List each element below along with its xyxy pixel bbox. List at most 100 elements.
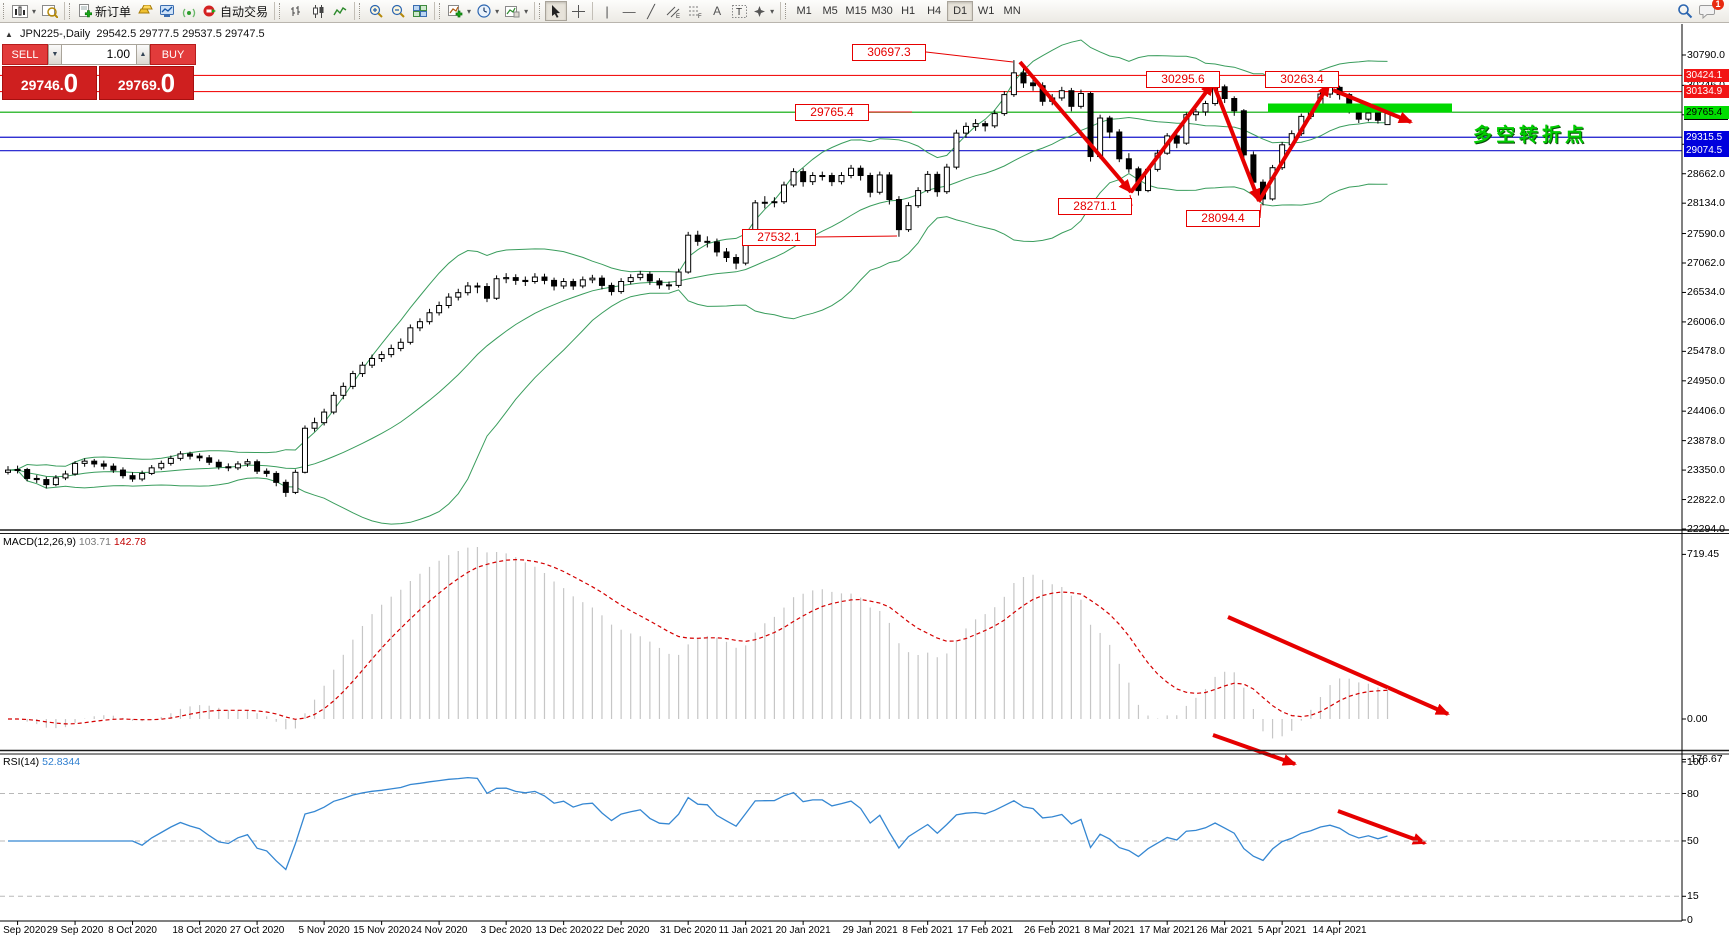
fibonacci-icon: F [688, 6, 702, 18]
chevron-down-icon: ▾ [524, 6, 529, 16]
candle-body [388, 347, 395, 356]
candle-body [905, 205, 912, 231]
candle-body [1221, 86, 1228, 100]
candle-body [598, 277, 605, 286]
timeframe-button-m1[interactable]: M1 [791, 1, 817, 21]
candle-body [445, 296, 452, 307]
candle-body [340, 385, 347, 396]
buy-price-box[interactable]: 29769. 0 [99, 66, 194, 100]
text-label-tool-button[interactable]: T [728, 1, 750, 21]
buy-button[interactable]: BUY [150, 44, 196, 65]
candle-body [215, 461, 222, 468]
deposit-button[interactable] [134, 1, 156, 21]
toolbar-grip [785, 3, 788, 19]
candle-body [378, 354, 385, 360]
indicators-button[interactable]: ▾ [445, 1, 474, 21]
new-order-button[interactable]: 新订单 [75, 1, 134, 21]
fibonacci-tool-button[interactable]: F [684, 1, 706, 21]
line-chart-button[interactable] [329, 1, 351, 21]
timeframe-button-h1[interactable]: H1 [895, 1, 921, 21]
candle-body [560, 281, 567, 287]
zoom-in-button[interactable] [365, 1, 387, 21]
candle-body [52, 477, 59, 486]
crosshair-tool-button[interactable] [567, 1, 589, 21]
candle-body [761, 201, 768, 204]
candle-body [1001, 94, 1008, 115]
new-order-icon [79, 4, 92, 18]
chart-window-button[interactable]: ▾ [9, 1, 39, 21]
trend-arrow [1337, 809, 1427, 845]
candle-body [1030, 82, 1037, 87]
candle-body [311, 422, 318, 429]
signals-button[interactable] [178, 1, 200, 21]
bar-chart-button[interactable] [285, 1, 307, 21]
channel-tool-button[interactable]: E [662, 1, 684, 21]
toolbar-separator [592, 2, 594, 20]
one-click-top-row: SELL ▼ 1.00 ▲ BUY [2, 44, 196, 65]
profiles-button[interactable] [39, 1, 61, 21]
candle-body [1240, 110, 1247, 156]
one-click-price-row: 29746. 0 29769. 0 [2, 66, 196, 100]
tile-windows-button[interactable] [409, 1, 431, 21]
vertical-line-icon: | [605, 3, 609, 19]
candle-body [963, 125, 969, 134]
volume-increase-button[interactable]: ▲ [136, 44, 150, 65]
notification-badge: 1 [1712, 0, 1724, 10]
search-button[interactable] [1674, 1, 1696, 21]
text-tool-button[interactable]: A [706, 1, 728, 21]
autotrading-button[interactable]: 自动交易 [200, 1, 271, 21]
trend-arrow [1257, 82, 1331, 203]
timeframe-button-m30[interactable]: M30 [869, 1, 895, 21]
timeframe-button-mn[interactable]: MN [999, 1, 1025, 21]
sell-price: 29746. [20, 77, 64, 93]
toolbar-separator [64, 2, 66, 20]
volume-decrease-button[interactable]: ▼ [48, 44, 62, 65]
candle-body [819, 175, 826, 178]
sell-button[interactable]: SELL [2, 44, 48, 65]
timeframe-button-w1[interactable]: W1 [973, 1, 999, 21]
timeframe-button-m15[interactable]: M15 [843, 1, 869, 21]
templates-button[interactable]: ▾ [502, 1, 531, 21]
toolbar-grip [3, 3, 6, 19]
trendline-tool-button[interactable]: ╱ [640, 1, 662, 21]
buy-price-pip: 0 [160, 68, 176, 98]
bar-chart-icon [290, 5, 300, 16]
candle-body [733, 257, 740, 264]
candle-body [139, 472, 146, 480]
zoom-out-button[interactable] [387, 1, 409, 21]
chevron-down-icon: ▾ [32, 6, 37, 16]
candle-body [5, 469, 11, 473]
toolbar-grip [279, 3, 282, 19]
horizontal-line-tool-button[interactable]: — [618, 1, 640, 21]
terminal-button[interactable] [156, 1, 178, 21]
horizontal-line-icon: — [622, 3, 636, 19]
candle-body [263, 470, 270, 474]
autotrading-icon [203, 5, 217, 16]
toolbar-grip [439, 3, 442, 19]
cursor-tool-button[interactable] [545, 1, 568, 21]
signal-icon [182, 8, 196, 17]
volume-input[interactable]: 1.00 [62, 44, 136, 65]
candle-body [1087, 92, 1094, 158]
candle-body [704, 240, 711, 243]
candle-body [474, 285, 481, 288]
vertical-line-tool-button[interactable]: | [596, 1, 618, 21]
candle-body [254, 461, 261, 472]
arrows-tool-button[interactable]: ▾ [750, 1, 777, 21]
notifications-button[interactable]: 1 [1696, 0, 1724, 21]
timeframe-button-h4[interactable]: H4 [921, 1, 947, 21]
zoom-in-icon [369, 4, 383, 18]
macd-signal-line [8, 558, 1388, 725]
candle-body [81, 460, 88, 464]
candle-body [292, 471, 299, 493]
candle-body [886, 174, 893, 200]
toolbar-separator [274, 2, 276, 20]
candlestick-button[interactable] [307, 1, 329, 21]
timeframe-button-m5[interactable]: M5 [817, 1, 843, 21]
sell-price-box[interactable]: 29746. 0 [2, 66, 97, 100]
timeframe-button-d1[interactable]: D1 [947, 1, 974, 21]
candlestick-icon [312, 4, 324, 18]
periods-button[interactable]: ▾ [474, 1, 502, 21]
buy-price: 29769. [117, 77, 161, 93]
